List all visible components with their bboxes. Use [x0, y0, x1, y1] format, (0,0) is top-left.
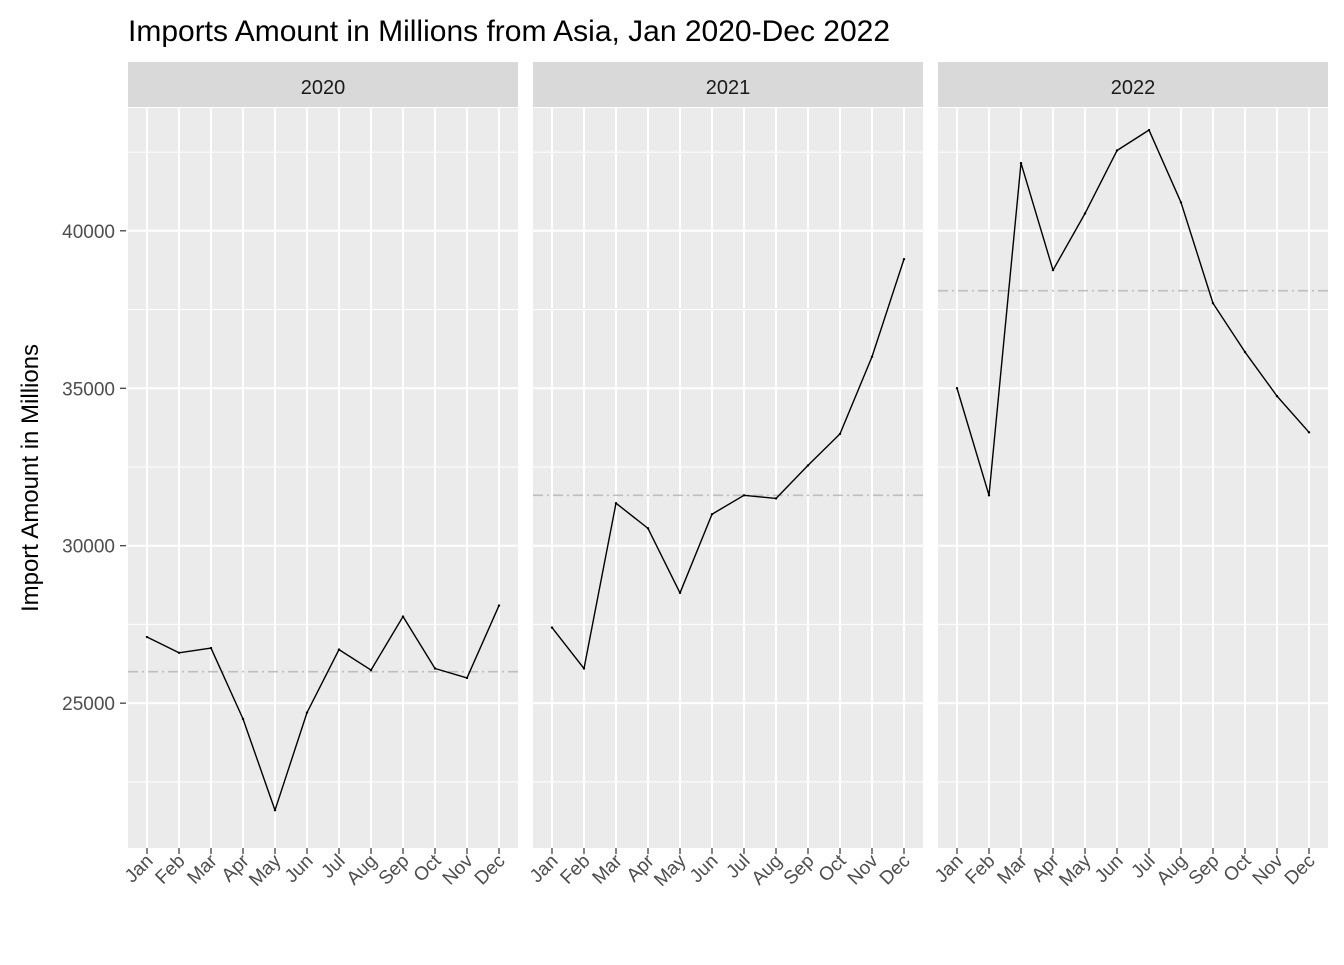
data-point [1051, 268, 1055, 272]
data-point [497, 604, 501, 607]
x-tick-label: Mar [589, 850, 627, 888]
x-tick-label: Sep [780, 851, 819, 890]
data-point [177, 651, 181, 654]
x-tick-label: Jan [931, 851, 968, 888]
x-tick-label: May [245, 850, 286, 891]
facet-strip [533, 62, 923, 107]
x-tick-label: Oct [410, 850, 446, 886]
data-point [241, 717, 245, 721]
data-point [1211, 302, 1215, 305]
data-point [273, 809, 277, 812]
data-point [614, 501, 618, 505]
y-tick-label: 40000 [62, 222, 115, 243]
x-tick-label: Jan [121, 851, 158, 888]
x-tick-label: Feb [557, 851, 595, 889]
x-tick-label: Jun [1091, 851, 1128, 888]
y-tick-label: 35000 [62, 379, 115, 400]
x-tick-label: Feb [152, 851, 190, 889]
x-tick-label: Aug [1153, 851, 1192, 890]
facet-strip-label: 2021 [706, 77, 751, 99]
data-point [646, 527, 650, 530]
chart-title: Imports Amount in Millions from Asia, Ja… [128, 15, 890, 48]
y-tick-label: 25000 [62, 694, 115, 715]
data-point [337, 648, 341, 651]
data-point [433, 667, 437, 670]
x-tick-label: Oct [815, 850, 851, 886]
data-point [305, 711, 309, 714]
x-tick-label: Jun [686, 851, 723, 888]
x-tick-label: Feb [962, 851, 1000, 889]
data-point [1275, 394, 1279, 398]
x-tick-label: May [1055, 850, 1096, 891]
x-tick-label: Nov [439, 850, 478, 889]
data-point [209, 646, 213, 650]
y-axis-ticks: 25000 30000 35000 40000 [62, 222, 126, 715]
data-point [987, 494, 991, 497]
x-tick-label: Jun [281, 851, 318, 888]
x-tick-label: Aug [748, 851, 787, 890]
x-tick-label: Dec [471, 851, 510, 890]
x-tick-label: Oct [1220, 850, 1256, 886]
x-tick-label: Mar [184, 850, 222, 888]
data-point [582, 667, 586, 670]
data-point [1115, 149, 1119, 152]
x-tick-label: Nov [1249, 850, 1288, 889]
facet-strip [938, 62, 1328, 107]
series-line-2021 [551, 258, 905, 670]
x-tick-label: Nov [844, 850, 883, 889]
data-point [710, 513, 714, 516]
x-tick-label: May [650, 850, 691, 891]
x-tick-label: Apr [1028, 850, 1064, 886]
x-tick-label: Sep [375, 851, 414, 890]
data-point [1147, 128, 1151, 132]
x-tick-label: Aug [343, 851, 382, 890]
y-tick-label: 30000 [62, 537, 115, 558]
series-line-2020 [146, 605, 500, 811]
panel-background [938, 108, 1328, 848]
data-point [465, 676, 469, 680]
data-point [742, 494, 746, 497]
x-tick-label: Mar [994, 850, 1032, 888]
data-point [1083, 212, 1087, 215]
x-tick-label: Dec [876, 851, 915, 890]
panel-background [128, 108, 518, 848]
x-tick-label: Apr [623, 850, 659, 886]
x-tick-label: Jan [526, 851, 563, 888]
series-line-2022 [956, 129, 1310, 497]
x-tick-label: Sep [1185, 851, 1224, 890]
x-tick-label: Dec [1281, 851, 1320, 890]
data-point [870, 355, 874, 358]
data-point [1243, 350, 1247, 354]
data-point [1307, 431, 1311, 434]
data-point [145, 635, 149, 639]
data-point [902, 257, 906, 261]
facet-strip [128, 62, 518, 107]
facet-strip-label: 2020 [301, 77, 346, 99]
panel-background [533, 108, 923, 848]
data-point [806, 464, 810, 467]
data-point [955, 387, 959, 390]
data-point [550, 626, 554, 629]
facet-strip-label: 2022 [1111, 77, 1156, 99]
data-point [401, 615, 405, 618]
data-point [1179, 201, 1183, 204]
data-point [838, 432, 842, 436]
data-point [1019, 161, 1023, 165]
x-tick-label: Apr [218, 850, 254, 886]
data-point [369, 668, 373, 672]
data-point [774, 497, 778, 500]
y-axis-label: Import Amount in Millions [17, 344, 44, 612]
data-point [678, 591, 682, 595]
